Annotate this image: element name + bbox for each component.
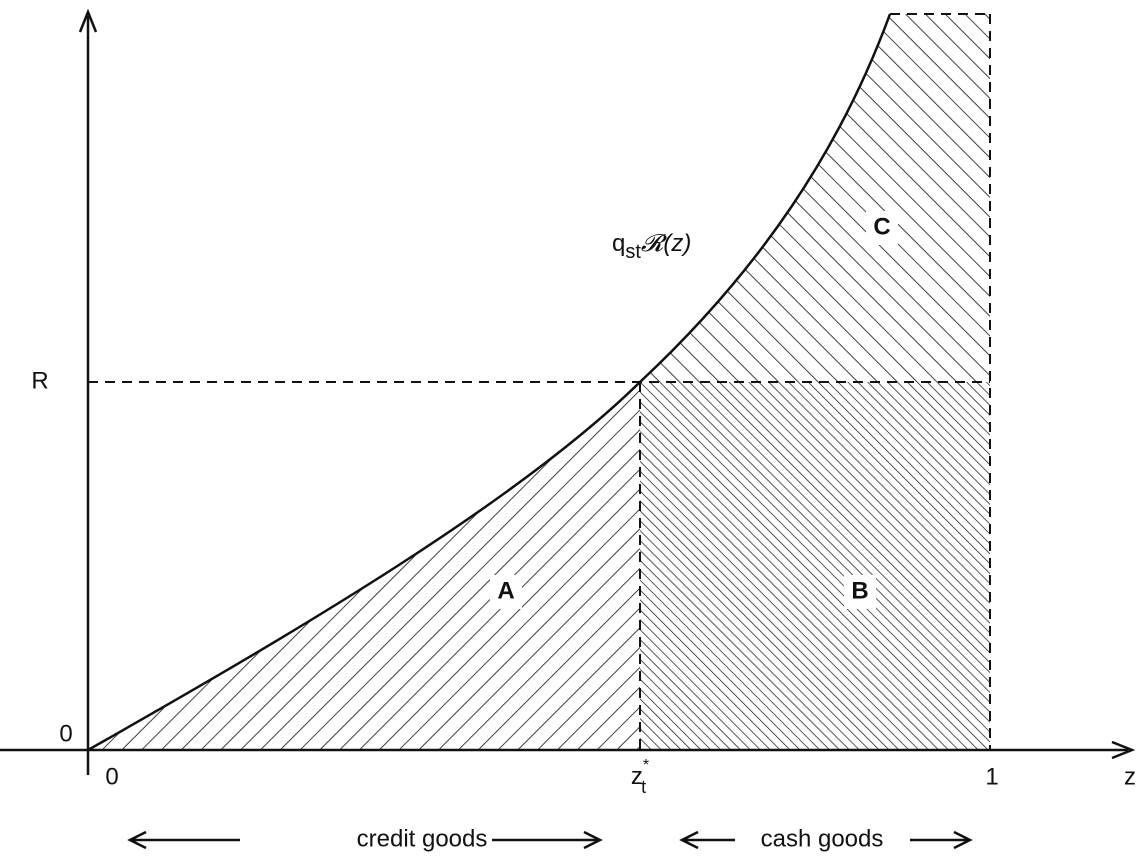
func: 𝓡(z) [641,230,691,257]
x-axis-label: z [1124,763,1136,790]
label-bg [844,575,876,609]
sub: t [641,777,646,797]
region-label: B [851,577,868,604]
z: z [631,763,643,790]
label-bg [490,575,522,609]
range-arrow [679,830,735,850]
y-level-label: R [31,367,48,394]
range-arrow [910,830,973,850]
x-origin-label: 0 [105,763,118,790]
region-a [88,382,640,750]
curve [87,13,892,752]
sub: st [625,241,641,263]
x-end-label: 1 [985,763,998,790]
y-origin-label: 0 [59,720,72,747]
y-arrowhead [78,8,98,33]
q: q [612,230,625,257]
region-label: C [873,213,890,240]
region-b [640,382,990,750]
x-arrowhead [1111,740,1136,760]
curve-label: qst𝓡(z) [612,230,691,263]
label-bg [866,211,898,245]
region-c [640,14,990,382]
range-arrow [127,830,240,850]
sup: * [643,757,649,774]
label-bg [605,225,725,265]
range-label: cash goods [761,825,884,852]
region-label: A [497,577,514,604]
z-star-label: z* t [631,757,649,797]
range-label: credit goods [357,825,488,852]
range-arrow [492,830,603,850]
